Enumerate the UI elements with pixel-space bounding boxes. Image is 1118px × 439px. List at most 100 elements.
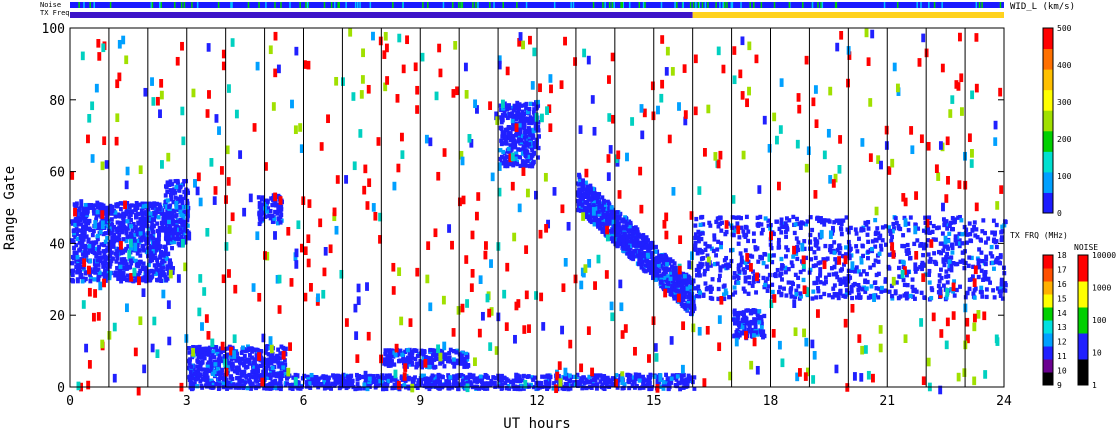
- echo-point: [974, 227, 979, 232]
- echo-point: [442, 364, 447, 369]
- echo-point: [113, 235, 118, 240]
- echo-point: [695, 273, 699, 278]
- echo-point: [687, 291, 692, 296]
- echo-point: [259, 212, 264, 217]
- echo-point: [70, 268, 75, 274]
- echo-point: [659, 279, 663, 284]
- echo-point: [963, 260, 968, 266]
- echo-point: [581, 209, 586, 214]
- noise-strip-tick: [183, 2, 186, 8]
- echo-point: [732, 271, 737, 276]
- echo-point: [392, 350, 397, 355]
- echo-point: [129, 232, 134, 238]
- echo-point: [783, 265, 788, 270]
- echo-point: [954, 241, 959, 246]
- echo-point: [681, 372, 686, 378]
- echo-point: [288, 386, 293, 391]
- echo-point: [838, 246, 843, 251]
- echo-point: [110, 228, 115, 233]
- echo-point: [536, 134, 541, 139]
- echo-point: [919, 241, 924, 247]
- echo-point: [695, 293, 699, 299]
- echo-point: [637, 257, 642, 262]
- echo-point: [666, 281, 671, 287]
- echo-point: [256, 195, 261, 200]
- noise-strip-tick: [460, 2, 462, 8]
- echo-point: [594, 191, 599, 197]
- echo-point: [208, 368, 213, 374]
- noise-strip-tick: [692, 2, 695, 8]
- noise-strip-tick: [173, 2, 176, 8]
- echo-point: [649, 241, 654, 246]
- echo-point: [339, 381, 344, 387]
- echo-point: [958, 259, 963, 264]
- echo-point: [201, 348, 206, 353]
- echo-point: [202, 371, 207, 377]
- echo-point: [278, 378, 283, 383]
- echo-point: [661, 271, 666, 277]
- echo-point: [367, 379, 372, 384]
- echo-point: [665, 285, 669, 290]
- echo-point: [527, 128, 532, 134]
- echo-point: [183, 195, 188, 201]
- echo-point: [837, 251, 842, 256]
- echo-point: [707, 244, 712, 249]
- echo-point: [961, 258, 965, 263]
- echo-point: [677, 381, 682, 386]
- echo-point: [524, 140, 529, 146]
- echo-point: [517, 123, 522, 128]
- noise-strip-tick: [608, 2, 611, 8]
- echo-point: [93, 270, 98, 275]
- echo-point: [701, 255, 706, 261]
- echo-point: [823, 275, 828, 280]
- echo-point: [204, 346, 209, 351]
- echo-point: [384, 373, 389, 378]
- echo-point: [124, 262, 129, 267]
- echo-point: [338, 374, 343, 379]
- echo-point: [746, 259, 751, 264]
- echo-point: [813, 255, 818, 261]
- echo-point: [588, 183, 593, 188]
- echo-point: [740, 325, 745, 330]
- echo-point: [578, 179, 583, 184]
- echo-point: [502, 375, 507, 381]
- echo-point: [631, 379, 636, 385]
- echo-point: [836, 295, 841, 301]
- echo-point: [440, 359, 445, 365]
- echo-point: [588, 202, 593, 207]
- echo-point: [122, 275, 127, 280]
- echo-point: [84, 222, 89, 227]
- echo-point: [209, 366, 214, 371]
- echo-point: [183, 192, 188, 197]
- echo-point: [531, 110, 536, 115]
- echo-point: [142, 248, 146, 253]
- echo-point: [726, 262, 731, 267]
- echo-point: [942, 262, 947, 268]
- echo-point: [711, 248, 716, 254]
- echo-point: [719, 241, 724, 246]
- echo-point: [173, 236, 178, 241]
- echo-point: [212, 359, 217, 365]
- echo-point: [692, 247, 697, 252]
- noise-strip-tick: [247, 2, 250, 8]
- echo-point: [696, 239, 701, 244]
- echo-point: [205, 375, 210, 380]
- echo-point: [721, 264, 726, 269]
- echo-point: [722, 258, 727, 263]
- echo-point: [1001, 284, 1006, 289]
- echo-point: [186, 190, 191, 195]
- echo-point: [187, 350, 192, 355]
- echo-point: [698, 265, 703, 270]
- echo-point: [877, 286, 881, 291]
- echo-point: [866, 256, 870, 261]
- echo-point: [153, 255, 158, 261]
- echo-point: [766, 218, 771, 223]
- echo-point: [591, 377, 596, 383]
- echo-point: [698, 231, 702, 237]
- echo-point: [979, 285, 984, 290]
- echo-point: [196, 368, 201, 374]
- noise-strip-bar: [70, 2, 1004, 8]
- echo-point: [739, 215, 743, 221]
- echo-point: [140, 201, 145, 206]
- echo-point: [504, 141, 509, 146]
